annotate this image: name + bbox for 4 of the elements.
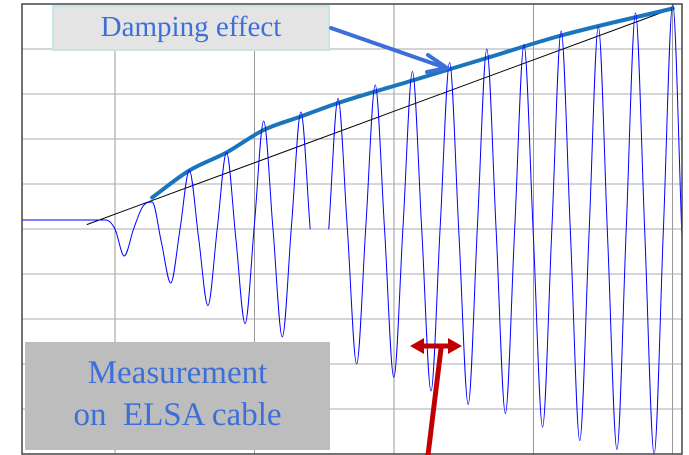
label-box: Measurement on ELSA cable [25,342,330,450]
annotation: Measurement on ELSA cable [73,355,282,433]
annotation: Damping effect [100,11,282,43]
label-box: Damping effect [52,5,330,51]
